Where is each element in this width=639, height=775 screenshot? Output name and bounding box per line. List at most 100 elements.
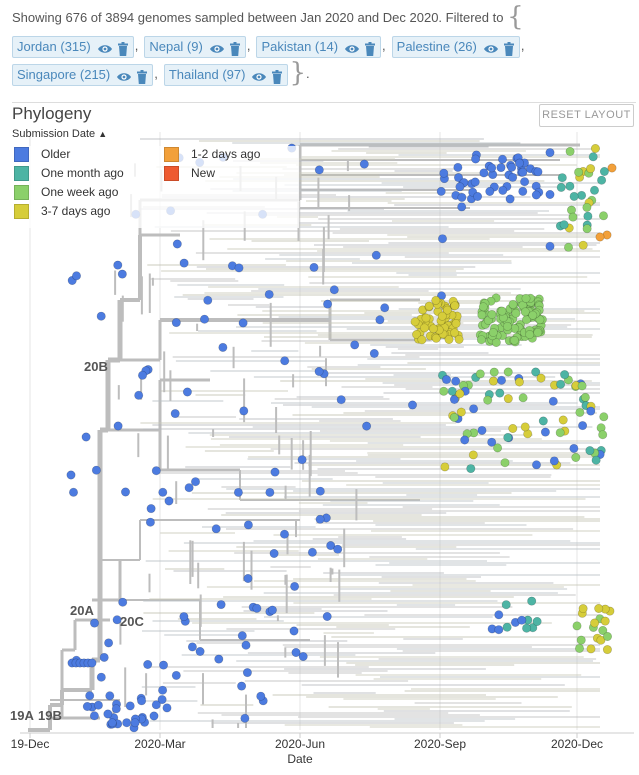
tree-tip[interactable] (105, 691, 115, 701)
tree-tip[interactable] (239, 406, 249, 416)
legend-item[interactable]: 1-2 days ago (164, 146, 260, 162)
tree-tip[interactable] (96, 311, 106, 321)
filter-chip[interactable]: Jordan (315) (12, 35, 134, 58)
tree-tip[interactable] (607, 163, 617, 173)
tree-tip[interactable] (447, 386, 457, 396)
tree-tip[interactable] (545, 241, 555, 251)
tree-tip[interactable] (545, 148, 555, 158)
tree-tip[interactable] (456, 407, 466, 417)
tree-tip[interactable] (489, 367, 499, 377)
tree-tip[interactable] (130, 718, 140, 728)
tree-tip[interactable] (497, 306, 507, 316)
filter-chip[interactable]: Singapore (215) (12, 63, 154, 86)
tree-tip[interactable] (576, 635, 586, 645)
tree-tip[interactable] (590, 144, 600, 154)
tree-tip[interactable] (488, 327, 498, 337)
tree-tip[interactable] (531, 367, 541, 377)
tree-tip[interactable] (600, 616, 610, 626)
tree-tip[interactable] (375, 315, 385, 325)
tree-tip[interactable] (440, 462, 450, 472)
tree-tip[interactable] (536, 373, 546, 383)
tree-tip[interactable] (590, 618, 600, 628)
tree-tip[interactable] (514, 377, 524, 387)
tree-tip[interactable] (565, 181, 575, 191)
tree-tip[interactable] (424, 301, 434, 311)
tree-tip[interactable] (291, 647, 301, 657)
tree-tip[interactable] (444, 334, 454, 344)
tree-tip[interactable] (315, 514, 325, 524)
tree-tip[interactable] (241, 640, 251, 650)
tree-tip[interactable] (203, 295, 213, 305)
filter-chip[interactable]: Pakistan (14) (256, 35, 382, 58)
tree-tip[interactable] (297, 455, 307, 465)
tree-tip[interactable] (549, 456, 559, 466)
tree-tip[interactable] (477, 425, 487, 435)
tree-tip[interactable] (329, 285, 339, 295)
tree-tip[interactable] (503, 367, 513, 377)
tree-tip[interactable] (494, 610, 504, 620)
tree-tip[interactable] (457, 192, 467, 202)
tree-tip[interactable] (508, 172, 518, 182)
tree-tip[interactable] (531, 460, 541, 470)
tree-tip[interactable] (290, 581, 300, 591)
tree-tip[interactable] (200, 314, 210, 324)
tree-tip[interactable] (455, 389, 465, 399)
tree-tip[interactable] (460, 435, 470, 445)
tree-tip[interactable] (195, 646, 205, 656)
tree-tip[interactable] (307, 547, 317, 557)
tree-tip[interactable] (568, 212, 578, 222)
tree-tip[interactable] (82, 701, 92, 711)
tree-tip[interactable] (218, 342, 228, 352)
tree-tip[interactable] (309, 262, 319, 272)
tree-tip[interactable] (559, 220, 569, 230)
legend-item[interactable]: One month ago (14, 165, 124, 181)
tree-tip[interactable] (485, 187, 495, 197)
tree-tip[interactable] (179, 612, 189, 622)
tree-tip[interactable] (99, 652, 109, 662)
tree-tip[interactable] (237, 631, 247, 641)
legend-item[interactable]: One week ago (14, 184, 118, 200)
tree-tip[interactable] (580, 392, 590, 402)
tree-tip[interactable] (419, 323, 429, 333)
tree-tip[interactable] (252, 603, 262, 613)
tree-tip[interactable] (380, 303, 390, 313)
tree-tip[interactable] (571, 452, 581, 462)
tree-tip[interactable] (122, 718, 132, 728)
tree-tip[interactable] (104, 638, 114, 648)
tree-tip[interactable] (599, 167, 609, 177)
tree-tip[interactable] (588, 152, 598, 162)
tree-tip[interactable] (602, 645, 612, 655)
tree-tip[interactable] (509, 335, 519, 345)
tree-tip[interactable] (525, 329, 535, 339)
tree-tip[interactable] (137, 696, 147, 706)
tree-tip[interactable] (532, 616, 542, 626)
tree-tip[interactable] (473, 192, 483, 202)
tree-tip[interactable] (596, 635, 606, 645)
tree-tip[interactable] (362, 421, 372, 431)
tree-tip[interactable] (585, 446, 595, 456)
tree-tip[interactable] (442, 305, 452, 315)
filter-chip[interactable]: Palestine (26) (391, 35, 520, 58)
tree-tip[interactable] (555, 428, 565, 438)
tree-tip[interactable] (182, 387, 192, 397)
trash-icon[interactable] (362, 39, 378, 56)
tree-tip[interactable] (557, 173, 567, 183)
tree-tip[interactable] (470, 177, 480, 187)
tree-tip[interactable] (69, 487, 79, 497)
tree-tip[interactable] (494, 625, 504, 635)
trash-icon[interactable] (115, 39, 131, 56)
tree-tip[interactable] (502, 622, 512, 632)
tree-tip[interactable] (582, 224, 592, 234)
tree-tip[interactable] (522, 623, 532, 633)
tree-tip[interactable] (421, 313, 431, 323)
tree-tip[interactable] (410, 317, 420, 327)
tree-tip[interactable] (103, 709, 113, 719)
tree-tip[interactable] (496, 375, 506, 385)
tree-tip[interactable] (471, 154, 481, 164)
tree-tip[interactable] (279, 529, 289, 539)
tree-tip[interactable] (269, 548, 279, 558)
tree-tip[interactable] (479, 168, 489, 178)
tree-tip[interactable] (214, 654, 224, 664)
tree-tip[interactable] (350, 340, 360, 350)
